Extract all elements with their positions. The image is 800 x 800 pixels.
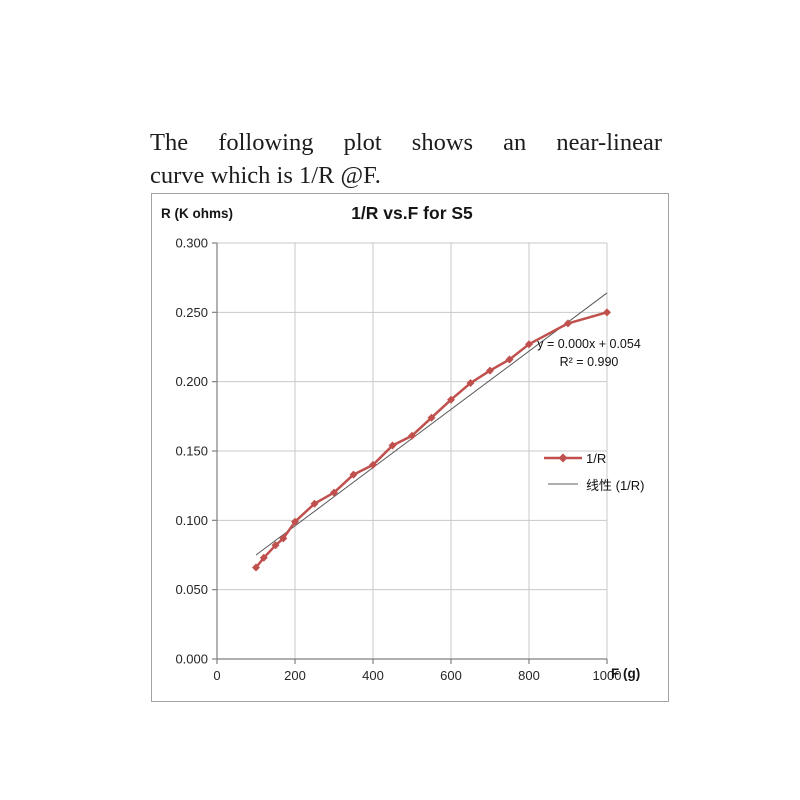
data-point-marker (388, 441, 397, 450)
data-point-marker (349, 470, 358, 479)
trendline-r-squared: R² = 0.990 (559, 355, 619, 369)
data-point-marker (505, 355, 514, 364)
data-point-marker (252, 563, 260, 572)
data-point-marker (271, 541, 280, 550)
legend-label-trendline: 线性 (1/R) (586, 477, 645, 493)
data-point-marker (369, 460, 377, 469)
paragraph-line-1: The following plot shows an near-linear (150, 129, 662, 156)
trendline-annotation: y = 0.000x + 0.054 R² = 0.990 (500, 335, 678, 371)
data-point-marker (486, 366, 494, 375)
y-axis-title: R (K ohms) (161, 206, 233, 221)
trendline (255, 292, 608, 556)
legend-series-line-marker-icon (544, 453, 582, 463)
x-tick-label: 600 (440, 668, 462, 683)
x-tick-label: 1000 (593, 668, 622, 683)
y-tick-label: 0.200 (175, 374, 208, 389)
data-point-marker (279, 534, 288, 543)
data-point-marker (447, 395, 455, 404)
y-tick-label: 0.050 (175, 582, 208, 597)
x-tick-label: 0 (213, 668, 220, 683)
y-tick-label: 0.150 (175, 444, 208, 459)
x-axis-title: F (g) (611, 666, 641, 681)
legend-trendline-icon (548, 483, 578, 485)
y-tick-label: 0.250 (175, 305, 208, 320)
x-tick-label: 800 (518, 668, 540, 683)
intro-paragraph: The following plot shows an near-linear … (150, 126, 662, 192)
paragraph-line-2: curve which is 1/R @F. (150, 162, 381, 189)
y-tick-label: 0.000 (175, 652, 208, 667)
data-point-marker (427, 413, 436, 422)
y-tick-label: 0.100 (175, 513, 208, 528)
x-tick-label: 400 (362, 668, 384, 683)
trendline-equation: y = 0.000x + 0.054 (537, 337, 641, 351)
data-point-marker (564, 319, 572, 328)
chart-frame: R (K ohms) 1/R vs.F for S5 0.000 0.050 0.1… (151, 193, 669, 702)
data-point-marker (603, 308, 611, 317)
data-point-marker (259, 553, 268, 562)
data-point-marker (330, 488, 338, 497)
chart-plot-svg: 0.000 0.050 0.100 0.150 0.200 0.250 0.300 0 200 4… (175, 236, 622, 684)
y-tick-label: 0.300 (175, 236, 208, 251)
chart-title: 1/R vs.F for S5 (351, 203, 473, 223)
data-point-marker (291, 517, 299, 526)
data-point-marker (408, 431, 416, 440)
legend-label-series: 1/R (586, 450, 607, 466)
x-tick-label: 200 (284, 668, 306, 683)
data-point-marker (525, 340, 533, 349)
data-point-marker (310, 499, 319, 508)
legend-item-trendline: 线性 (1/R) (543, 471, 645, 497)
legend-item-series: 1/R (543, 445, 645, 471)
data-point-marker (466, 379, 475, 388)
legend: 1/R 线性 (1/R) (543, 445, 645, 497)
